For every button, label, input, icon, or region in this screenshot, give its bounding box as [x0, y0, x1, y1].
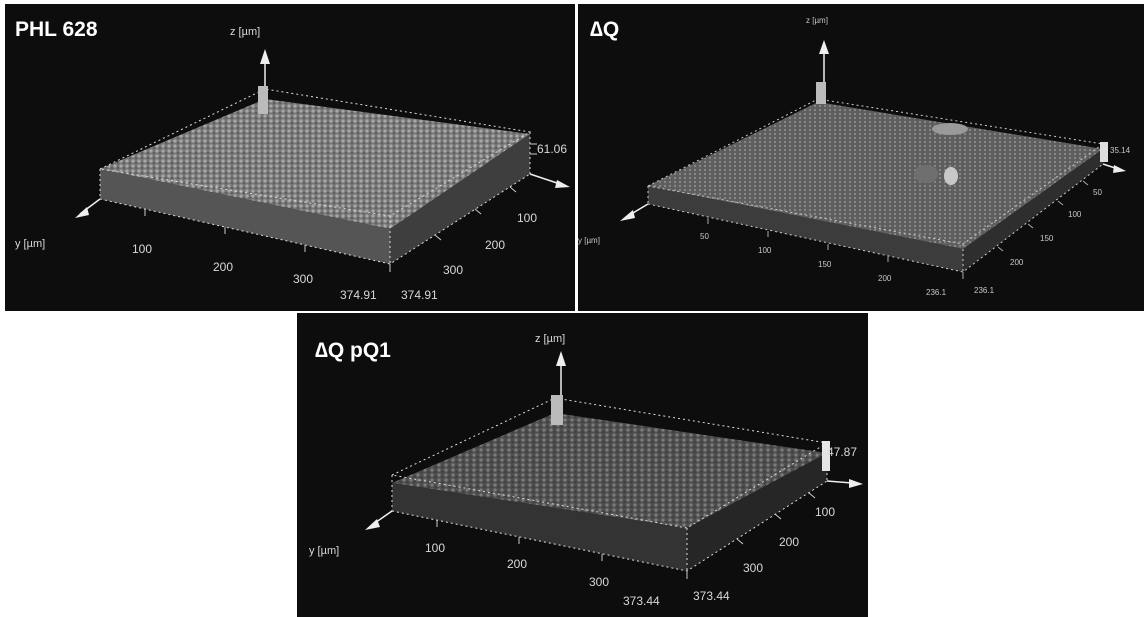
panel-title: PHL 628 [15, 18, 98, 41]
y-tick-label: 373.44 [623, 594, 660, 608]
surface-plot-phl628: PHL 628 z [µm] y [µm] 61.06 100 200 300 … [5, 4, 575, 311]
surface-plot-delta-q-pq1: ∆Q pQ1 z [µm] y [µm] 47.87 100 200 300 3… [297, 313, 868, 617]
y-tick-label: 100 [758, 246, 772, 255]
x-tick-label: 100 [815, 505, 836, 519]
x-tick-label: 100 [517, 211, 538, 225]
y-axis-label: y [µm] [15, 238, 46, 250]
panel-title: ∆Q [590, 18, 620, 41]
y-tick-label: 150 [818, 260, 832, 269]
x-tick-label: 374.91 [401, 288, 438, 302]
z-axis-label: z [µm] [230, 26, 261, 38]
x-tick-label: 200 [485, 238, 506, 252]
surface-plot-delta-q: ∆Q z [µm] y [µm] 35.14 50 100 150 200 23… [578, 4, 1144, 311]
x-tick-label: 300 [443, 263, 464, 277]
z-max-label: 35.14 [1110, 146, 1131, 155]
x-tick-label: 200 [1010, 258, 1024, 267]
y-tick-label: 100 [132, 242, 153, 256]
y-tick-label: 300 [589, 575, 610, 589]
x-tick-label: 50 [1093, 188, 1102, 197]
surface-delta-q-graphic [620, 40, 1126, 279]
x-tick-label: 236.1 [974, 286, 995, 295]
y-tick-label: 236.1 [926, 288, 947, 297]
surface-phl628-graphic [75, 49, 570, 272]
y-tick-label: 200 [878, 274, 892, 283]
surface-delta-q-pq1-graphic [365, 351, 863, 579]
y-axis-label: y [µm] [578, 236, 600, 245]
x-tick-label: 373.44 [693, 589, 730, 603]
y-tick-label: 200 [507, 557, 528, 571]
z-max-label: 61.06 [537, 142, 568, 156]
y-tick-label: 374.91 [340, 288, 377, 302]
y-tick-label: 200 [213, 260, 234, 274]
x-tick-label: 300 [743, 561, 764, 575]
y-tick-label: 50 [700, 232, 709, 241]
y-tick-label: 100 [425, 541, 446, 555]
x-tick-label: 100 [1068, 210, 1082, 219]
z-axis-label: z [µm] [535, 333, 566, 345]
x-tick-label: 150 [1040, 234, 1054, 243]
y-axis-label: y [µm] [309, 545, 340, 557]
x-tick-label: 200 [779, 535, 800, 549]
z-axis-label: z [µm] [806, 16, 828, 25]
y-tick-label: 300 [293, 272, 314, 286]
panel-title: ∆Q pQ1 [315, 339, 391, 362]
z-max-label: 47.87 [827, 445, 858, 459]
